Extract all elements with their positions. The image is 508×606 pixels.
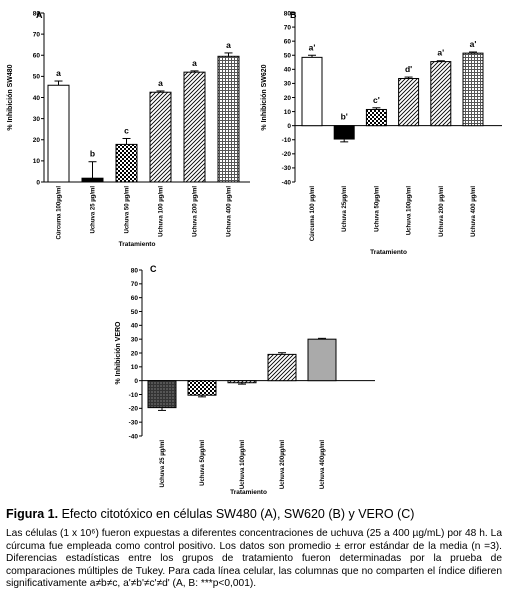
- chart-2-panel-label: C: [150, 264, 157, 274]
- chart-2-y-tick-label: -40: [129, 433, 139, 440]
- chart-2-y-tick-label: -30: [129, 419, 139, 426]
- chart-1-y-axis-label: % Inhibición SW620: [261, 64, 268, 130]
- chart-0-bar: [115, 143, 138, 183]
- chart-1-y-tick-label: 70: [284, 24, 292, 31]
- chart-1-significance-letter: c': [373, 95, 380, 105]
- chart-2-y-tick-label: 80: [131, 267, 139, 274]
- chart-1-bar: [398, 77, 420, 127]
- chart-2-y-tick-label: 20: [131, 350, 139, 357]
- chart-1-bar: [301, 56, 323, 127]
- panel-c: C -40 -30 -20 -10 0 10 20 30 40 50 60 70 80 % Inhibici…: [115, 264, 375, 496]
- chart-1-category-label: Uchuva 400 µg/ml: [471, 186, 477, 237]
- chart-1-category-label: Uchuva 100µg/ml: [407, 186, 413, 235]
- chart-0-y-tick-label: 40: [33, 95, 41, 102]
- chart-0-category-label: Uchuva 50 µg/ml: [125, 186, 131, 234]
- chart-1-y-tick-label: -10: [282, 137, 292, 144]
- chart-2-bar: [227, 380, 257, 384]
- chart-0-x-axis-label: Tratamiento: [119, 241, 156, 248]
- chart-0-y-tick-label: 80: [33, 10, 41, 17]
- chart-0-bar: [149, 91, 172, 183]
- chart-2-y-tick-label: 10: [131, 364, 139, 371]
- chart-1-bar: [462, 52, 484, 127]
- chart-1-category-label: Uchuva 25µg/ml: [342, 186, 348, 232]
- chart-1-y-tick-label: 20: [284, 95, 292, 102]
- chart-0-bar: [217, 55, 240, 183]
- chart-1-y-tick-label: 30: [284, 81, 292, 88]
- chart-1-y-tick-label: -40: [282, 179, 292, 186]
- panel-b: B -40 -30 -20 -10 0 10 20 30 40 50 60 70 80 % Inhibici…: [261, 10, 502, 256]
- chart-2-y-tick-label: 0: [134, 378, 138, 385]
- chart-1-bar: [365, 108, 387, 127]
- chart-0-category-label: Uchuva 100 µg/ml: [159, 186, 165, 237]
- chart-0-significance-letter: c: [124, 125, 129, 135]
- chart-2-category-label: Uchuva 400µg/ml: [320, 440, 326, 489]
- chart-0-y-axis-label: % Inhibición SW480: [7, 64, 14, 130]
- chart-2-bar: [147, 380, 177, 409]
- figure: A 0 10 20 30 40 50 60 70 80 % Inhibición SW480 a Cúr…: [7, 10, 502, 496]
- chart-0-category-label: Cúrcuma 100µg/ml: [57, 186, 63, 240]
- chart-1-y-tick-label: 80: [284, 10, 292, 17]
- chart-0-y-tick-label: 10: [33, 158, 41, 165]
- caption-title-text: Efecto citotóxico en células SW480 (A), …: [58, 507, 415, 521]
- chart-1-y-tick-label: -20: [282, 151, 292, 158]
- chart-0-significance-letter: a: [158, 78, 163, 88]
- chart-0-significance-letter: a: [56, 68, 61, 78]
- chart-2-category-label: Uchuva 50µg/ml: [200, 440, 206, 486]
- chart-1-bar: [430, 61, 452, 127]
- chart-1-category-label: Cúrcuma 100 µg/ml: [310, 186, 316, 241]
- chart-1-significance-letter: a': [470, 39, 477, 49]
- chart-0-y-tick-label: 20: [33, 137, 41, 144]
- chart-2-category-label: Uchuva 100µg/ml: [240, 440, 246, 489]
- chart-1-y-tick-label: 0: [287, 123, 291, 130]
- chart-1-bar: [333, 125, 355, 140]
- chart-1-y-tick-label: 60: [284, 38, 292, 45]
- chart-2-y-tick-label: -10: [129, 392, 139, 399]
- chart-0-bar: [47, 84, 70, 183]
- chart-1-panel-label: B: [290, 10, 297, 20]
- chart-1-y-tick-label: 40: [284, 67, 292, 74]
- chart-0-y-tick-label: 30: [33, 116, 41, 123]
- chart-0-significance-letter: a: [226, 40, 231, 50]
- chart-2-category-label: Uchuva 200µg/ml: [280, 440, 286, 489]
- chart-1-significance-letter: a': [309, 42, 316, 52]
- chart-2-y-tick-label: -20: [129, 406, 139, 413]
- chart-2-bar: [187, 380, 217, 396]
- chart-1-category-label: Uchuva 50µg/ml: [374, 186, 380, 232]
- caption-label: Figura 1.: [6, 507, 59, 521]
- chart-2-bar: [307, 338, 337, 382]
- chart-0-bar: [81, 177, 104, 183]
- chart-2-y-tick-label: 50: [131, 309, 139, 316]
- chart-0-bar: [183, 71, 206, 183]
- chart-0-y-tick-label: 60: [33, 53, 41, 60]
- caption-body: Las células (1 x 10⁶) fueron expuestas a…: [6, 528, 502, 590]
- chart-2-y-tick-label: 70: [131, 281, 139, 288]
- chart-1-significance-letter: b': [341, 112, 348, 122]
- chart-2-x-axis-label: Tratamiento: [230, 489, 267, 496]
- chart-0-significance-letter: b: [90, 149, 95, 159]
- chart-1-significance-letter: a': [437, 48, 444, 58]
- chart-1-y-tick-label: -30: [282, 165, 292, 172]
- chart-0-y-tick-label: 70: [33, 31, 41, 38]
- chart-0-category-label: Uchuva 400 µg/ml: [227, 186, 233, 237]
- chart-1-y-tick-label: 10: [284, 109, 292, 116]
- chart-1-significance-letter: d': [405, 64, 412, 74]
- chart-2-y-tick-label: 60: [131, 295, 139, 302]
- panel-a: A 0 10 20 30 40 50 60 70 80 % Inhibición SW480 a Cúr…: [7, 10, 250, 248]
- chart-1-category-label: Uchuva 200 µg/ml: [439, 186, 445, 237]
- chart-2-bar: [267, 353, 297, 382]
- figure-caption: Figura 1. Efecto citotóxico en células S…: [6, 506, 502, 591]
- chart-1-y-tick-label: 50: [284, 53, 292, 60]
- chart-1-x-axis-label: Tratamiento: [370, 249, 407, 256]
- chart-0-panel-label: A: [36, 10, 43, 20]
- caption-title: Figura 1. Efecto citotóxico en células S…: [6, 506, 502, 522]
- chart-2-category-label: Uchuva 25 µg/ml: [160, 440, 166, 488]
- chart-2-y-axis-label: % Inhibición VERO: [115, 321, 122, 385]
- chart-0-y-tick-label: 0: [36, 179, 40, 186]
- chart-2-y-tick-label: 30: [131, 336, 139, 343]
- chart-0-category-label: Uchuva 25 µg/ml: [91, 186, 97, 234]
- chart-0-category-label: Uchuva 200 µg/ml: [193, 186, 199, 237]
- chart-2-y-tick-label: 40: [131, 323, 139, 330]
- chart-0-significance-letter: a: [192, 58, 197, 68]
- chart-0-y-tick-label: 50: [33, 74, 41, 81]
